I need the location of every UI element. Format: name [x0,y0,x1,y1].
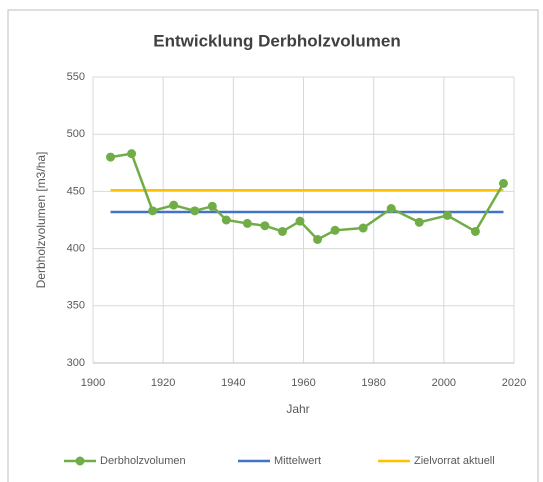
data-point [260,221,270,231]
data-point [190,206,200,216]
data-point [386,204,396,214]
data-point [414,217,424,227]
x-axis-label: Jahr [286,402,309,416]
legend-label: Derbholzvolumen [100,455,186,467]
chart-title: Entwicklung Derbholzvolumen [153,31,400,50]
x-tick-label: 1940 [221,377,245,389]
data-point [242,218,252,228]
data-point [127,149,137,159]
data-point [358,223,368,233]
legend-label: Zielvorrat aktuell [414,455,495,467]
data-point [148,206,158,216]
x-tick-label: 2000 [432,377,456,389]
y-tick-label: 350 [67,300,85,312]
data-point [498,178,508,188]
data-point [442,210,452,220]
y-tick-label: 450 [67,185,85,197]
data-point [295,216,305,226]
legend-label: Mittelwert [274,455,321,467]
y-tick-label: 550 [67,71,85,83]
y-tick-label: 400 [67,243,85,255]
data-point [470,226,480,236]
y-tick-label: 300 [67,357,85,369]
data-point [313,234,323,244]
x-tick-label: 2020 [502,377,526,389]
data-point [207,201,217,211]
chart-frame [7,9,539,482]
x-tick-label: 1960 [291,377,315,389]
data-point [221,215,231,225]
x-tick-label: 1920 [151,377,175,389]
data-point [169,200,179,210]
legend-marker [75,456,85,466]
y-tick-label: 500 [67,128,85,140]
x-tick-label: 1900 [81,377,105,389]
y-axis-label: Derbholzvolumen [m3/ha] [34,152,48,289]
x-tick-label: 1980 [361,377,385,389]
data-point [330,225,340,235]
data-point [277,226,287,236]
data-point [106,152,116,162]
